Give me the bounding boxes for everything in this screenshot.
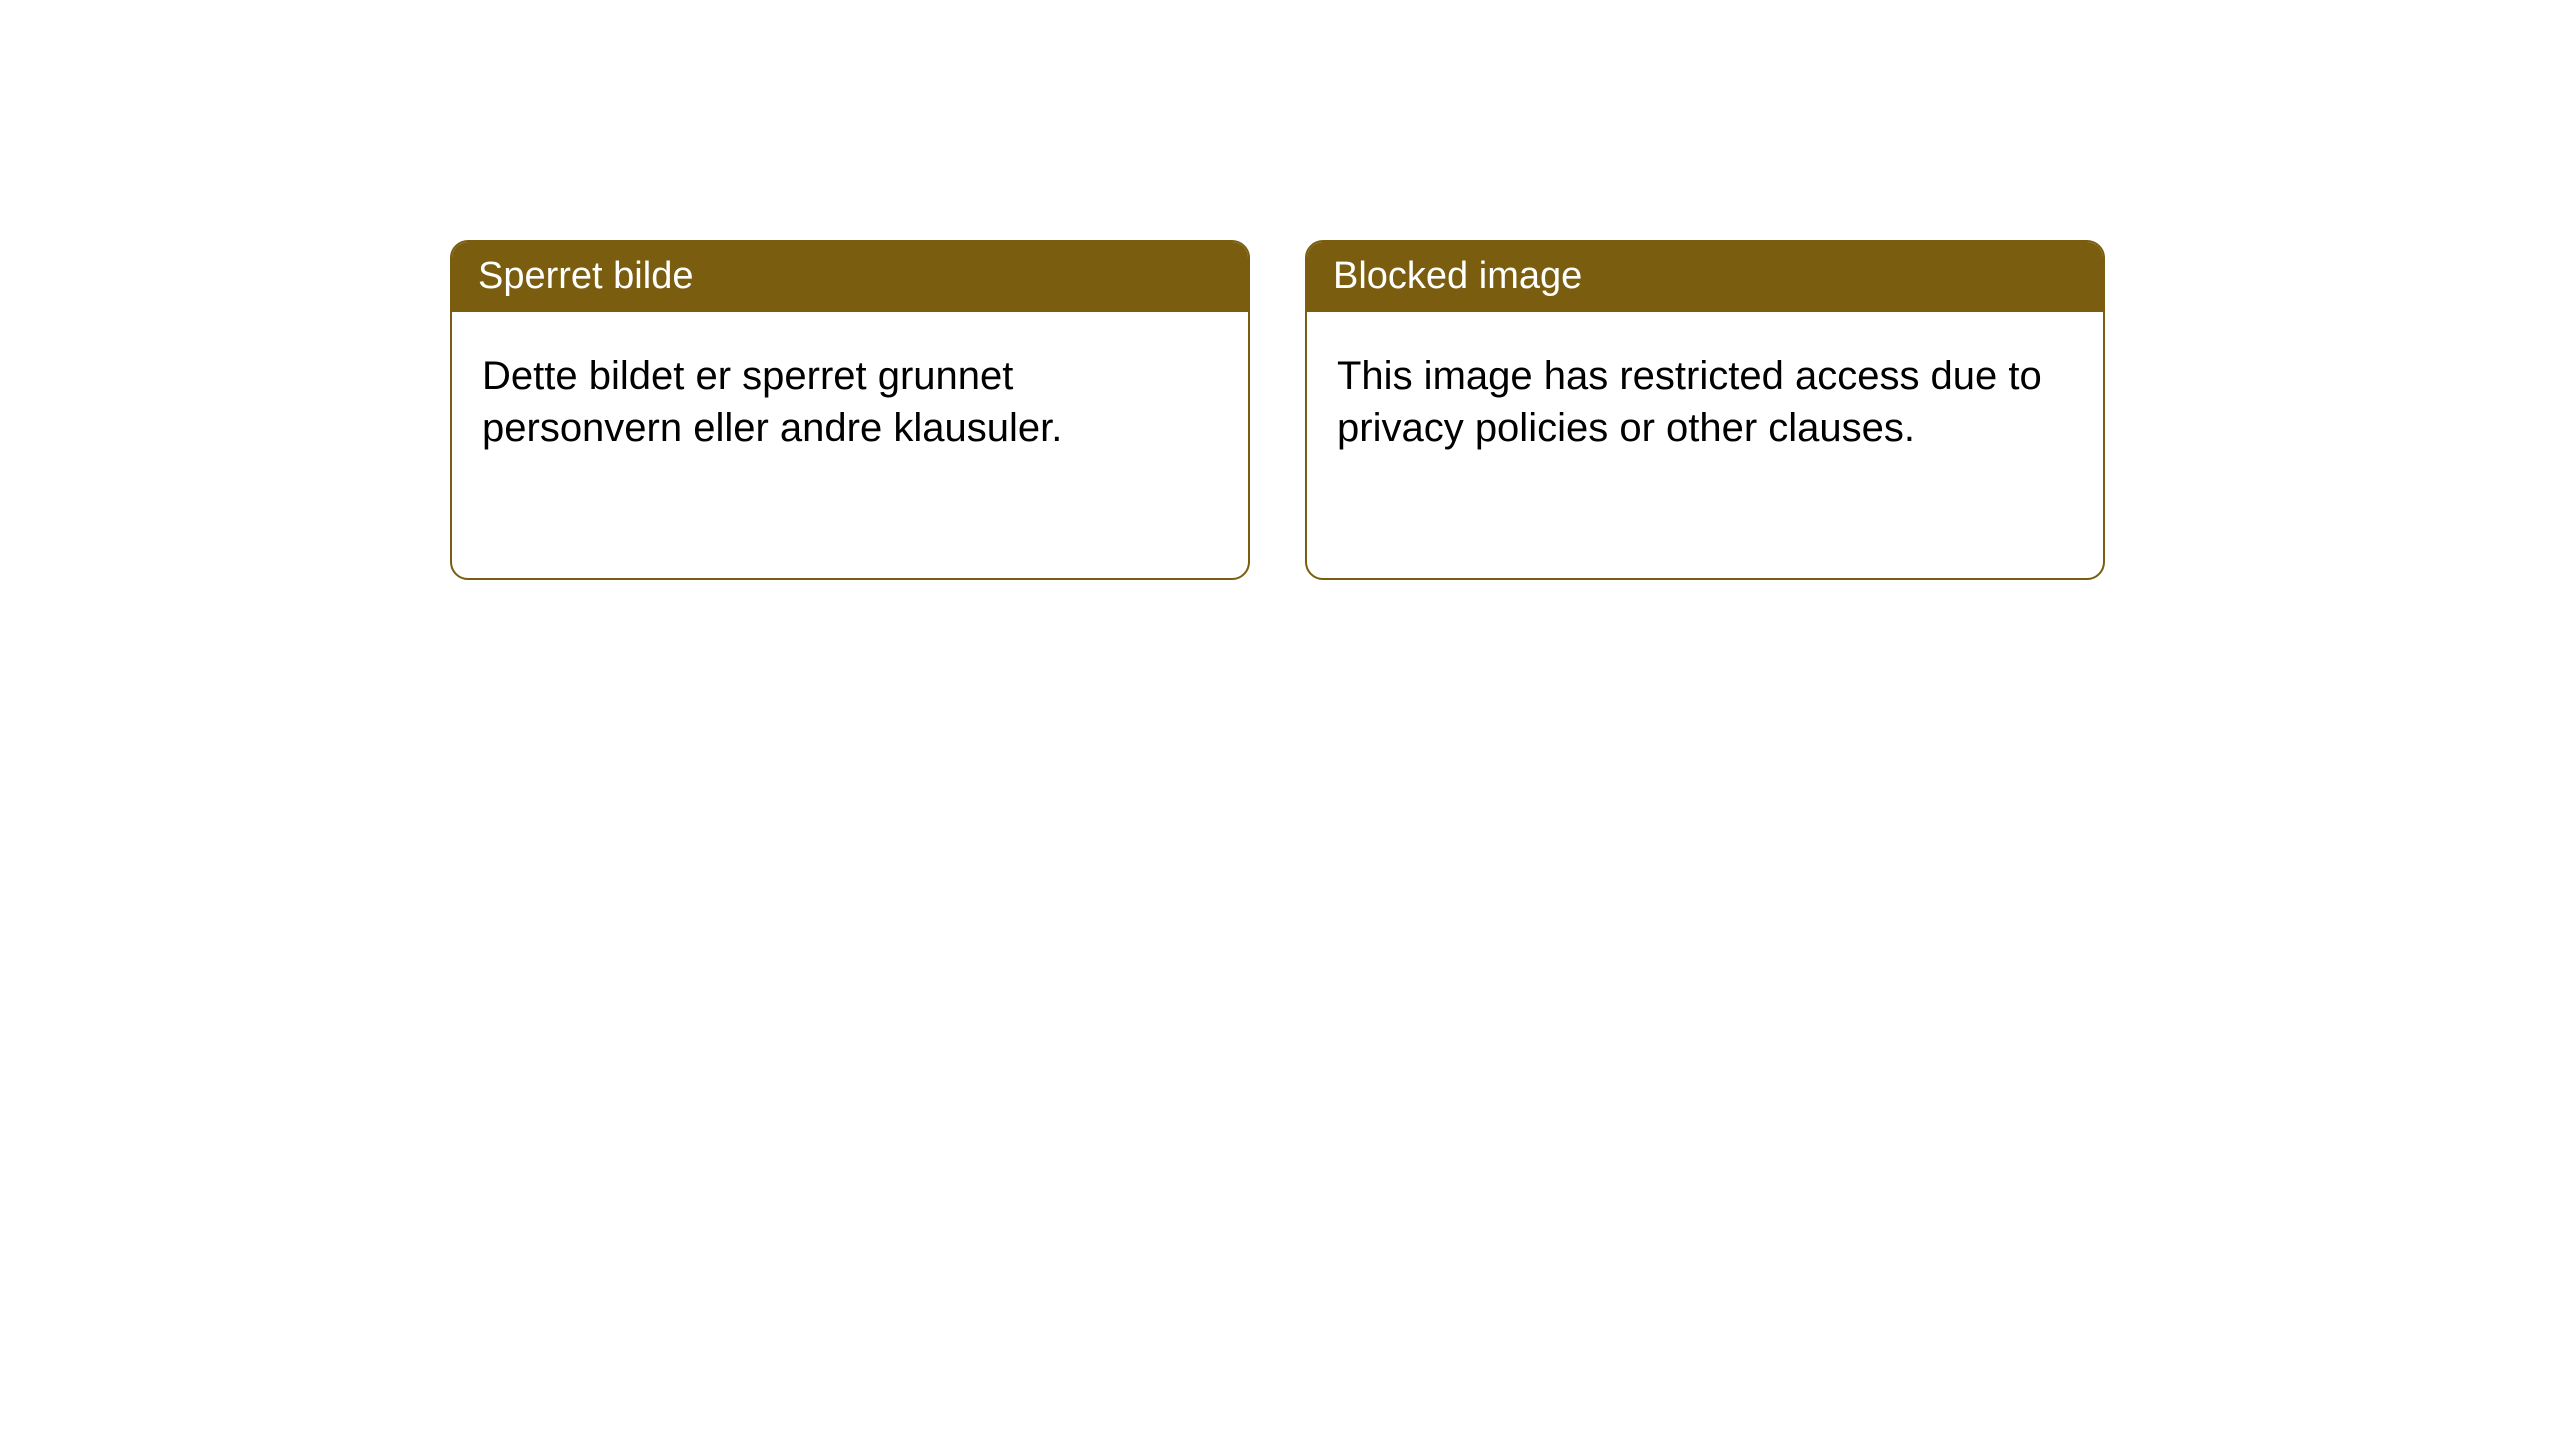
notice-container: Sperret bilde Dette bildet er sperret gr… (450, 240, 2105, 580)
blocked-image-card-no: Sperret bilde Dette bildet er sperret gr… (450, 240, 1250, 580)
card-header: Blocked image (1307, 242, 2103, 312)
card-body-text: This image has restricted access due to … (1337, 354, 2042, 450)
card-body: Dette bildet er sperret grunnet personve… (452, 312, 1248, 492)
card-title: Sperret bilde (478, 255, 693, 297)
card-header: Sperret bilde (452, 242, 1248, 312)
card-title: Blocked image (1333, 255, 1582, 297)
card-body-text: Dette bildet er sperret grunnet personve… (482, 354, 1062, 450)
card-body: This image has restricted access due to … (1307, 312, 2103, 492)
blocked-image-card-en: Blocked image This image has restricted … (1305, 240, 2105, 580)
